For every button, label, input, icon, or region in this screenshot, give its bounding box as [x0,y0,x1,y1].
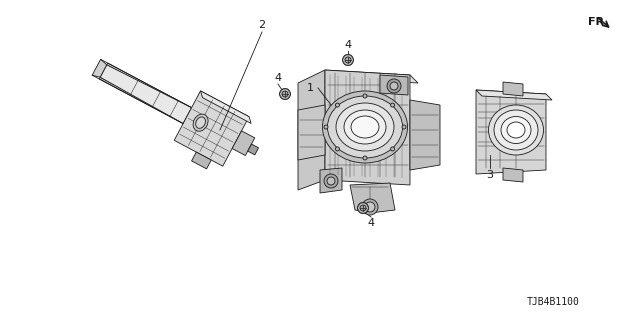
Text: FR.: FR. [588,17,609,27]
Circle shape [345,57,351,63]
Polygon shape [298,70,325,190]
Polygon shape [476,90,546,174]
Polygon shape [476,90,552,100]
Polygon shape [191,152,211,169]
Circle shape [360,205,366,211]
Polygon shape [350,183,395,213]
Polygon shape [320,168,342,193]
Circle shape [363,94,367,98]
Ellipse shape [344,110,386,144]
Ellipse shape [193,114,208,131]
Polygon shape [107,63,191,109]
Ellipse shape [488,105,543,155]
Text: 1: 1 [307,83,314,93]
Polygon shape [298,105,325,160]
Polygon shape [503,168,523,182]
Ellipse shape [196,117,205,128]
Circle shape [324,174,338,188]
Circle shape [402,125,406,129]
Polygon shape [503,82,523,96]
Ellipse shape [323,91,408,163]
Polygon shape [325,70,410,185]
Text: 3: 3 [486,170,493,180]
Circle shape [363,156,367,160]
Circle shape [342,54,353,66]
Text: 4: 4 [344,40,351,50]
Polygon shape [325,70,418,83]
Circle shape [390,103,395,107]
Polygon shape [380,75,408,95]
Circle shape [362,199,378,215]
Text: 4: 4 [367,218,374,228]
Text: 4: 4 [275,73,282,83]
Circle shape [282,91,288,97]
Circle shape [327,177,335,185]
Ellipse shape [501,116,531,143]
Circle shape [280,89,291,100]
Circle shape [390,147,395,151]
Polygon shape [232,131,255,156]
Circle shape [335,103,339,107]
Circle shape [365,202,375,212]
Ellipse shape [494,110,538,150]
Polygon shape [174,91,249,166]
Circle shape [390,82,398,90]
Polygon shape [99,77,184,124]
Polygon shape [100,65,191,124]
Circle shape [387,79,401,93]
Circle shape [358,203,369,213]
Polygon shape [200,91,251,124]
Polygon shape [92,59,107,77]
Circle shape [335,147,339,151]
Text: 2: 2 [259,20,266,30]
Ellipse shape [328,96,403,158]
Ellipse shape [507,122,525,138]
Ellipse shape [351,116,379,138]
Circle shape [324,125,328,129]
Polygon shape [248,144,259,155]
Polygon shape [410,100,440,170]
Text: TJB4B1100: TJB4B1100 [527,297,580,308]
Ellipse shape [336,103,394,151]
